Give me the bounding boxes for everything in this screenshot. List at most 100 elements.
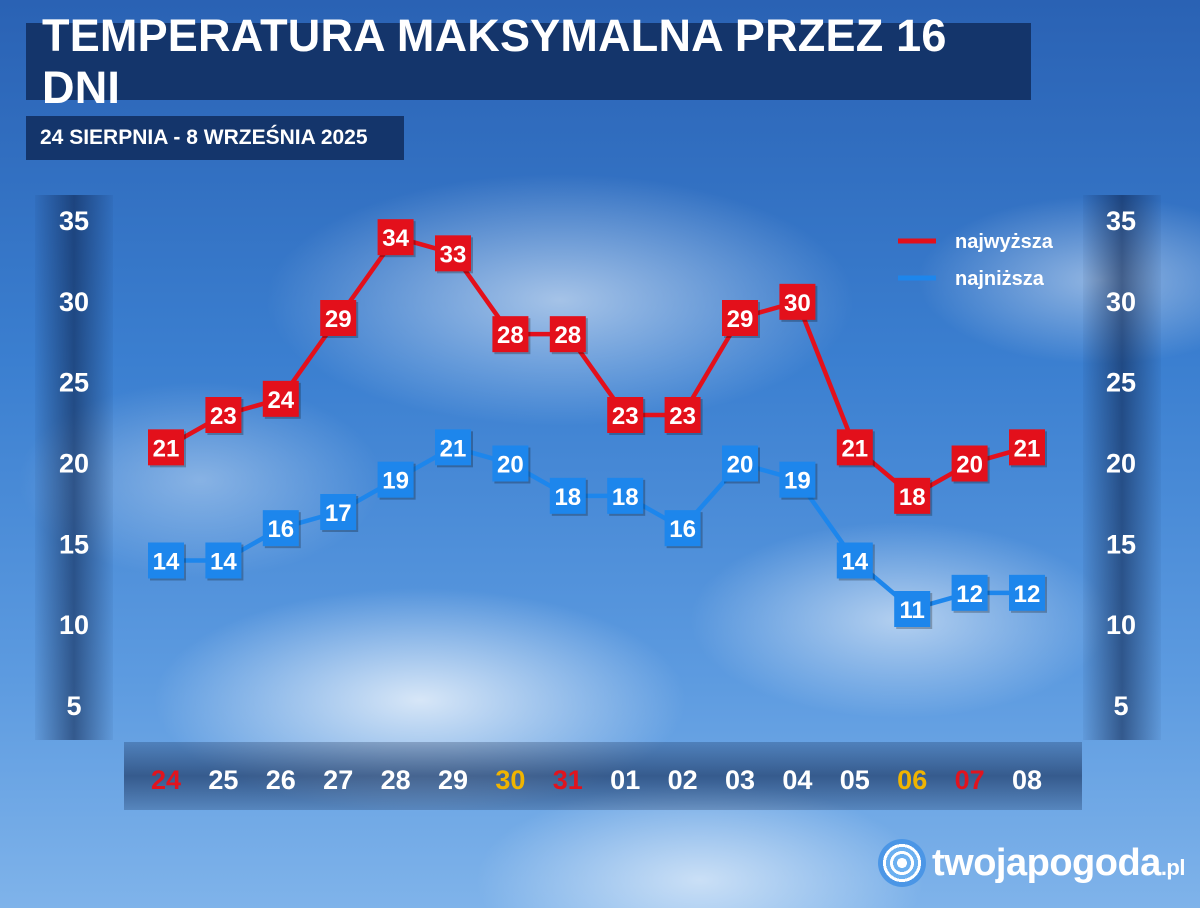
data-point	[894, 477, 931, 514]
data-label: 30	[784, 290, 811, 317]
data-label: 23	[612, 403, 639, 430]
data-point	[320, 494, 357, 530]
x-tick-label: 25	[208, 765, 238, 795]
brand-suffix: .pl	[1160, 854, 1186, 880]
data-point	[492, 316, 529, 353]
data-point	[262, 510, 299, 547]
x-tick-label: 24	[151, 765, 181, 795]
left-axis-panel	[35, 195, 113, 740]
series-line	[164, 234, 1028, 499]
title-banner: TEMPERATURA MAKSYMALNA PRZEZ 16 DNI	[26, 10, 1031, 113]
y-tick-right-label: 15	[1106, 529, 1136, 559]
legend: najwyższa najniższa	[898, 231, 1054, 290]
x-tick-label: 05	[840, 765, 870, 795]
x-tick-label: 08	[1012, 765, 1042, 795]
page-subtitle: 24 SIERPNIA - 8 WRZEŚNIA 2025	[40, 126, 368, 149]
data-label: 16	[267, 516, 294, 543]
right-axis-panel	[1083, 195, 1161, 740]
x-tick-label: 31	[553, 765, 583, 795]
y-tick-right-label: 20	[1106, 449, 1136, 479]
data-point	[262, 380, 299, 417]
subtitle-banner: 24 SIERPNIA - 8 WRZEŚNIA 2025	[26, 116, 404, 160]
series-group: 21 23 24 29 34 33 28 28 23 23 29 30 21 18 20 21 14 14 16 17…	[148, 219, 1047, 629]
x-tick-label: 30	[495, 765, 525, 795]
y-tick-left-label: 10	[59, 610, 89, 640]
x-tick-label: 01	[610, 765, 640, 795]
data-label: 21	[153, 435, 180, 462]
y-tick-right-label: 35	[1106, 206, 1136, 236]
y-tick-left-label: 5	[66, 691, 81, 721]
data-label: 29	[727, 306, 754, 333]
data-label: 17	[325, 500, 352, 527]
data-label: 23	[669, 403, 696, 430]
data-point	[664, 510, 701, 547]
legend-label: najwyższa	[955, 231, 1054, 253]
data-label: 20	[727, 452, 754, 479]
data-point	[1009, 574, 1045, 611]
data-label: 11	[900, 597, 925, 624]
data-point	[951, 574, 988, 611]
data-point	[435, 235, 471, 272]
data-label: 24	[267, 387, 294, 414]
data-point	[664, 397, 701, 433]
data-point	[492, 445, 529, 482]
data-point	[320, 300, 357, 336]
data-label: 14	[210, 549, 237, 576]
data-point	[549, 316, 586, 353]
data-point	[148, 542, 184, 579]
data-point	[722, 445, 758, 482]
series-line	[166, 445, 1027, 612]
x-axis: 24 25 26 27 28 29 30 31 01 02 03 04 05 06 07 08	[151, 765, 1042, 795]
data-point	[1009, 429, 1045, 466]
x-tick-label: 28	[381, 765, 411, 795]
data-label: 18	[554, 484, 581, 511]
data-point	[205, 542, 242, 579]
data-label: 19	[382, 468, 409, 495]
data-label: 20	[497, 452, 524, 479]
data-label: 12	[1014, 581, 1041, 608]
data-label: 18	[612, 484, 639, 511]
data-point	[722, 300, 758, 336]
data-point	[951, 445, 988, 482]
y-tick-left-label: 20	[59, 449, 89, 479]
data-label: 29	[325, 306, 352, 333]
data-point	[836, 429, 873, 466]
data-point	[607, 397, 644, 433]
x-tick-label: 26	[266, 765, 296, 795]
x-tick-label: 27	[323, 765, 353, 795]
y-tick-right-label: 5	[1113, 691, 1128, 721]
data-label: 12	[956, 581, 983, 608]
x-tick-label: 29	[438, 765, 468, 795]
right-y-axis: 35 30 25 20 15 10 5	[1106, 206, 1136, 721]
y-tick-left-label: 25	[59, 368, 89, 398]
y-tick-left-label: 35	[59, 206, 89, 236]
x-tick-label: 02	[668, 765, 698, 795]
data-point	[435, 429, 471, 466]
data-point	[148, 429, 184, 466]
x-tick-label: 03	[725, 765, 755, 795]
data-label: 28	[554, 322, 581, 349]
x-tick-label: 06	[897, 765, 927, 795]
data-point	[779, 283, 816, 320]
data-label: 16	[669, 516, 696, 543]
data-point	[549, 477, 586, 514]
data-point	[607, 477, 644, 514]
data-point	[377, 219, 414, 256]
y-tick-left-label: 15	[59, 529, 89, 559]
x-tick-label: 04	[782, 765, 812, 795]
y-tick-right-label: 25	[1106, 368, 1136, 398]
data-label: 14	[153, 549, 180, 576]
data-point	[377, 461, 414, 498]
left-y-axis: 35 30 25 20 15 10 5	[59, 206, 89, 721]
data-point	[779, 461, 816, 498]
y-tick-right-label: 10	[1106, 610, 1136, 640]
legend-label: najniższa	[955, 268, 1045, 290]
data-label: 19	[784, 468, 811, 495]
page-title: TEMPERATURA MAKSYMALNA PRZEZ 16 DNI	[42, 9, 947, 113]
swirl-logo-icon	[878, 839, 926, 887]
brand-logo: twojapogoda.pl	[878, 838, 1185, 888]
data-label: 21	[1014, 435, 1041, 462]
data-label: 34	[382, 225, 409, 252]
x-tick-label: 07	[955, 765, 985, 795]
